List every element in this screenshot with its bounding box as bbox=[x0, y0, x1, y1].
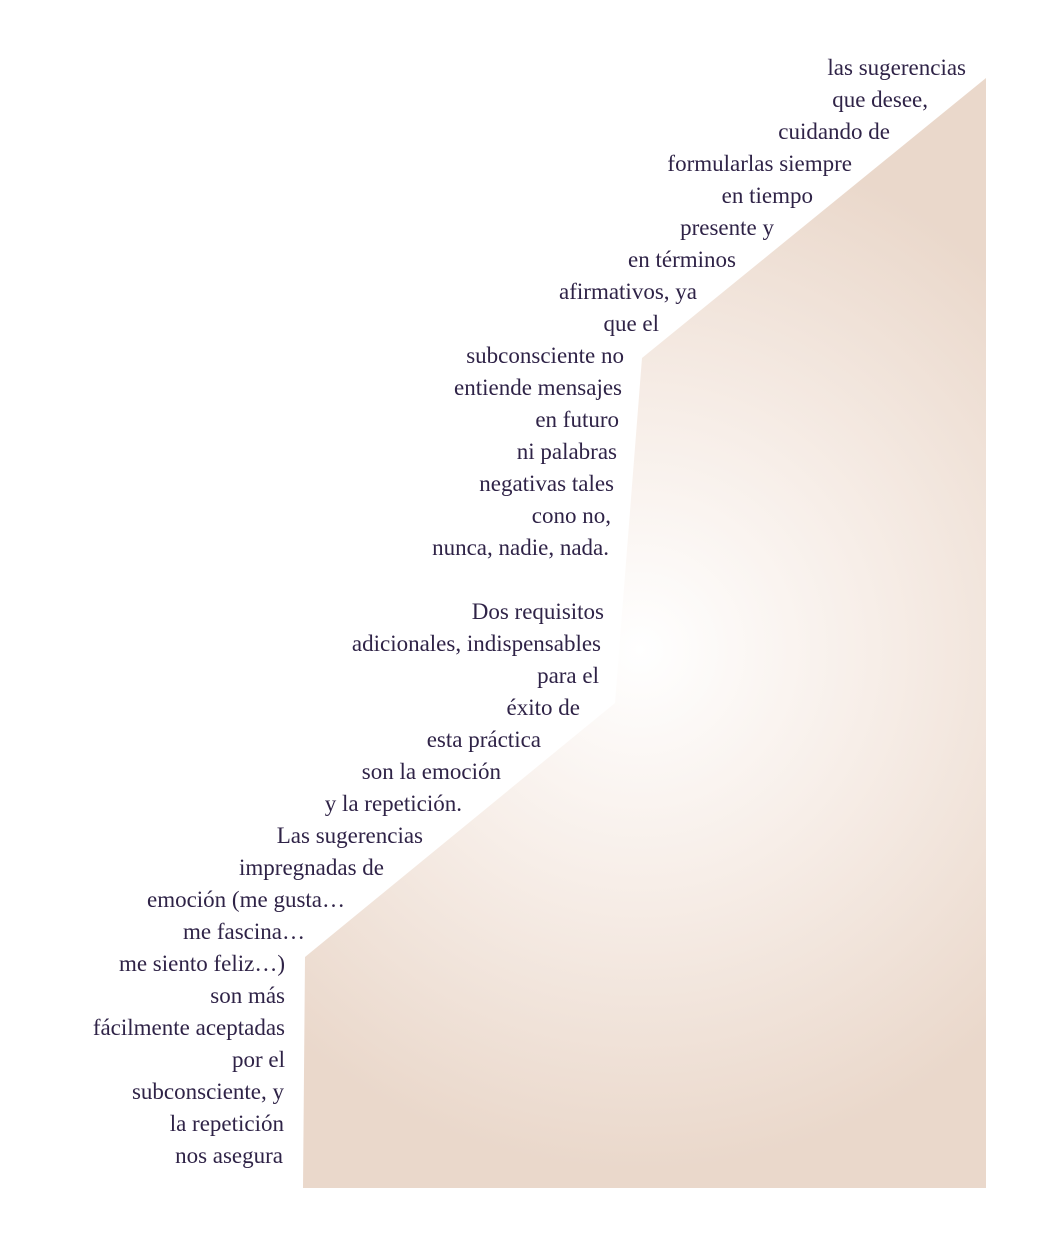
text-line-6: presente y bbox=[680, 215, 774, 240]
text-line-11: entiende mensajes bbox=[454, 375, 622, 400]
text-line-29: son más bbox=[210, 983, 285, 1008]
text-line-21: esta práctica bbox=[426, 727, 541, 752]
text-line-20: éxito de bbox=[506, 695, 580, 720]
text-line-10: subconsciente no bbox=[466, 343, 624, 368]
text-line-5: en tiempo bbox=[721, 183, 813, 208]
text-line-2: que desee, bbox=[832, 87, 928, 112]
text-line-17: Dos requisitos bbox=[471, 599, 604, 624]
text-line-25: impregnadas de bbox=[239, 855, 384, 880]
text-line-3: cuidando de bbox=[778, 119, 890, 144]
text-line-14: negativas tales bbox=[479, 471, 614, 496]
text-line-9: que el bbox=[603, 311, 659, 336]
text-line-31: por el bbox=[231, 1047, 285, 1072]
text-line-32: subconsciente, y bbox=[131, 1079, 284, 1104]
text-line-16: nunca, nadie, nada. bbox=[432, 535, 609, 560]
text-line-30: fácilmente aceptadas bbox=[92, 1015, 285, 1040]
text-line-26: emoción (me gusta… bbox=[146, 887, 345, 912]
text-line-28: me siento feliz…) bbox=[118, 951, 285, 976]
text-line-22: son la emoción bbox=[361, 759, 501, 784]
text-line-12: en futuro bbox=[535, 407, 619, 432]
text-line-34: nos asegura bbox=[175, 1143, 283, 1168]
text-line-23: y la repetición. bbox=[324, 791, 462, 816]
text-line-18: adicionales, indispensables bbox=[351, 631, 601, 656]
text-line-7: en términos bbox=[628, 247, 736, 272]
text-line-8: afirmativos, ya bbox=[559, 279, 697, 304]
text-line-24: Las sugerencias bbox=[276, 823, 423, 848]
text-line-13: ni palabras bbox=[516, 439, 617, 464]
text-line-33: la repetición bbox=[169, 1111, 284, 1136]
text-line-4: formularlas siempre bbox=[667, 151, 852, 176]
text-line-19: para el bbox=[537, 663, 599, 688]
text-line-27: me fascina… bbox=[183, 919, 305, 944]
text-line-1: las sugerencias bbox=[827, 55, 966, 80]
text-line-15: cono no, bbox=[531, 503, 611, 528]
